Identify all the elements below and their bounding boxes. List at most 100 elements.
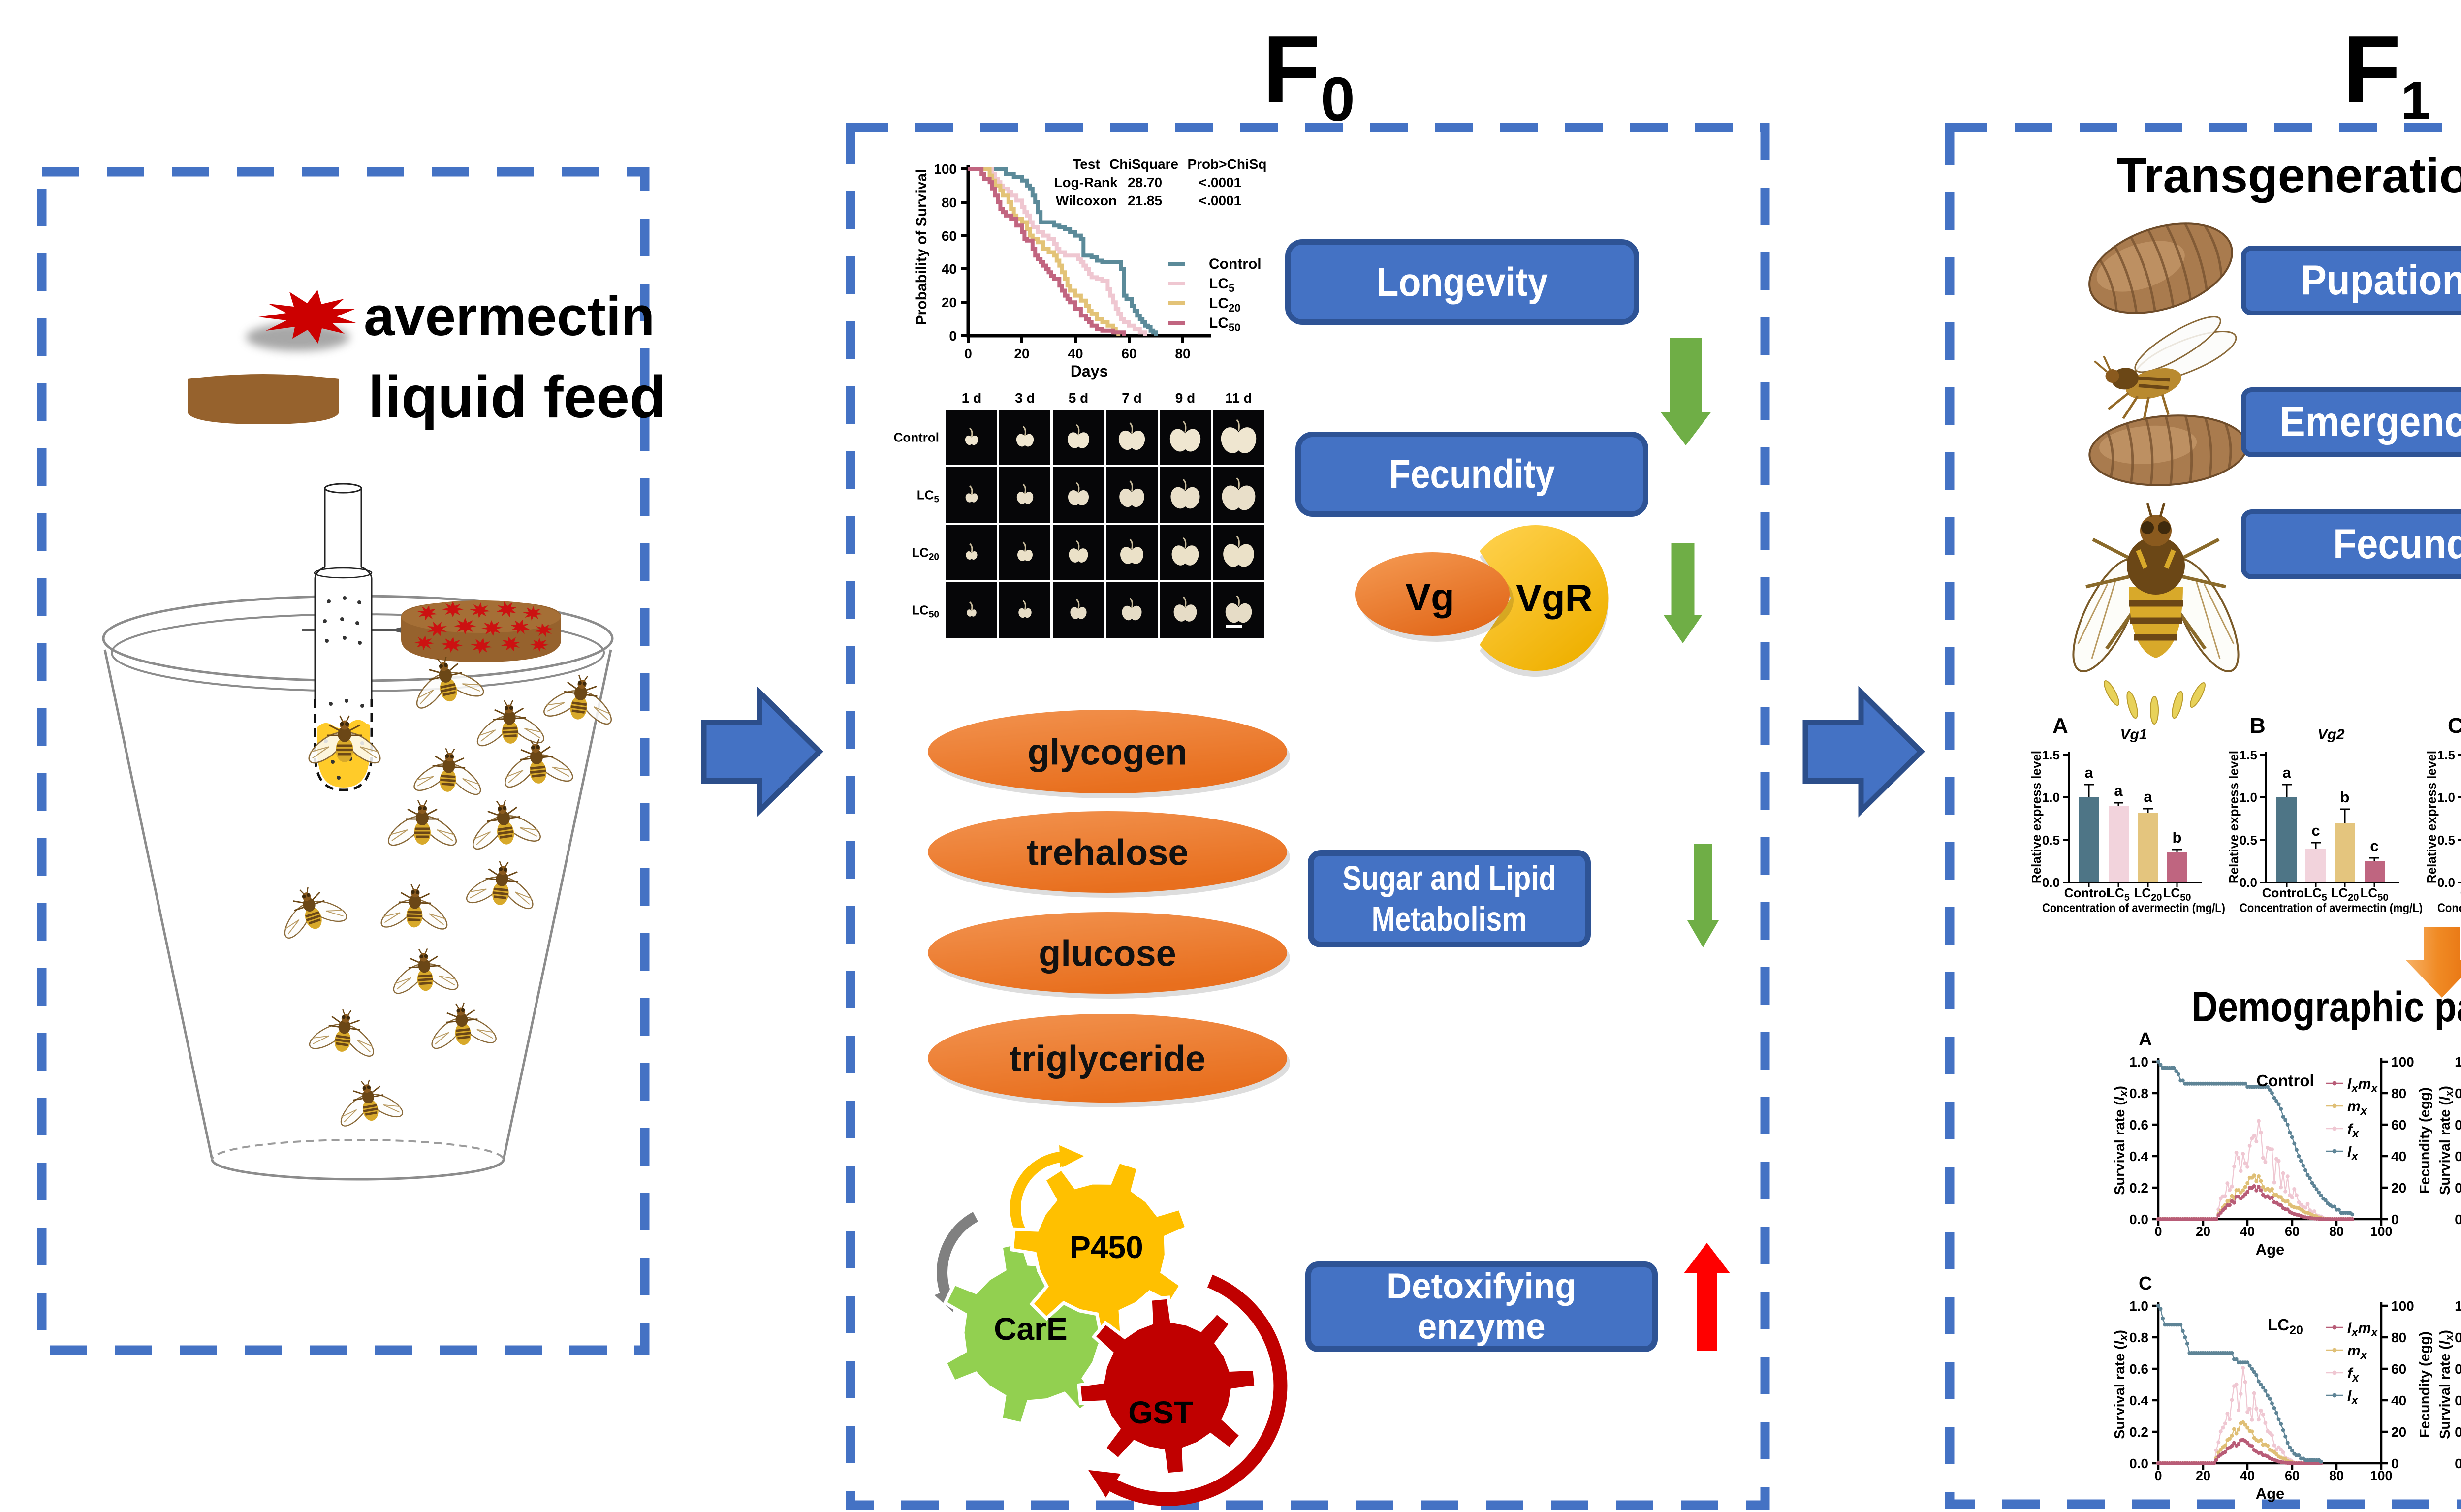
svg-text:60: 60 <box>2285 1468 2300 1483</box>
svg-text:lx: lx <box>2347 1388 2359 1407</box>
svg-text:0: 0 <box>964 346 972 361</box>
svg-text:0: 0 <box>2154 1468 2162 1483</box>
svg-text:0.4: 0.4 <box>2129 1149 2148 1164</box>
svg-text:60: 60 <box>2285 1224 2300 1239</box>
svg-text:0.6: 0.6 <box>2129 1361 2148 1377</box>
svg-text:1.0: 1.0 <box>2129 1054 2148 1070</box>
svg-text:mx: mx <box>2347 1099 2368 1118</box>
svg-text:1.0: 1.0 <box>2437 790 2455 805</box>
svg-text:glycogen: glycogen <box>1028 732 1188 773</box>
svg-text:Concentration of avermectin (m: Concentration of avermectin (mg/L) <box>2042 901 2225 915</box>
svg-text:fx: fx <box>2347 1121 2360 1140</box>
svg-text:Concentration of avermectin (m: Concentration of avermectin (mg/L) <box>2240 901 2423 915</box>
svg-text:0.4: 0.4 <box>2455 1393 2461 1408</box>
svg-text:20: 20 <box>1014 346 1029 361</box>
svg-text:lxmx: lxmx <box>2347 1076 2378 1095</box>
svg-text:80: 80 <box>2391 1330 2406 1345</box>
svg-text:11 d: 11 d <box>1225 390 1252 406</box>
svg-text:triglyceride: triglyceride <box>1010 1039 1206 1079</box>
svg-text:0.8: 0.8 <box>2455 1330 2461 1345</box>
svg-text:21.85: 21.85 <box>1128 193 1162 208</box>
svg-text:40: 40 <box>942 261 957 277</box>
svg-text:Log-Rank: Log-Rank <box>1054 175 1118 190</box>
svg-text:0.0: 0.0 <box>2455 1456 2461 1471</box>
svg-text:Vg1: Vg1 <box>2120 726 2147 743</box>
svg-text:1.0: 1.0 <box>2240 790 2257 805</box>
svg-text:1 d: 1 d <box>962 390 981 406</box>
svg-text:Prob>ChiSq: Prob>ChiSq <box>1187 157 1266 172</box>
svg-text:VgR: VgR <box>1516 576 1593 620</box>
svg-text:Age: Age <box>2256 1241 2285 1258</box>
svg-text:Days: Days <box>1071 362 1108 380</box>
svg-text:Relative express level: Relative express level <box>2226 751 2241 883</box>
svg-text:b: b <box>2340 788 2350 806</box>
svg-text:0.0: 0.0 <box>2129 1456 2148 1471</box>
svg-text:Control: Control <box>1209 256 1262 272</box>
svg-text:glucose: glucose <box>1039 933 1176 974</box>
svg-text:100: 100 <box>2391 1298 2414 1314</box>
svg-text:Concentration of avermectin (m: Concentration of avermectin (mg/L) <box>2437 901 2461 915</box>
svg-text:0: 0 <box>2154 1224 2162 1239</box>
svg-text:0.2: 0.2 <box>2455 1424 2461 1440</box>
svg-text:0.4: 0.4 <box>2455 1149 2461 1164</box>
svg-text:Control: Control <box>2460 885 2461 900</box>
svg-text:0.5: 0.5 <box>2042 833 2060 848</box>
svg-text:20: 20 <box>2196 1224 2210 1239</box>
svg-text:Vg: Vg <box>1405 575 1454 619</box>
svg-text:a: a <box>2282 764 2291 781</box>
svg-text:a: a <box>2084 764 2093 781</box>
svg-text:0.0: 0.0 <box>2042 875 2060 890</box>
svg-text:20: 20 <box>2196 1468 2210 1483</box>
svg-text:Survival rate (lx): Survival rate (lx) <box>2112 1086 2130 1195</box>
svg-text:100: 100 <box>2370 1468 2392 1483</box>
svg-text:0.8: 0.8 <box>2455 1086 2461 1101</box>
svg-text:lx: lx <box>2347 1144 2359 1163</box>
svg-text:60: 60 <box>942 228 957 244</box>
svg-text:40: 40 <box>2240 1468 2255 1483</box>
svg-text:80: 80 <box>942 195 957 210</box>
svg-text:1.5: 1.5 <box>2437 748 2455 762</box>
svg-text:40: 40 <box>1068 346 1083 361</box>
svg-text:Test: Test <box>1073 157 1100 172</box>
svg-text:CarE: CarE <box>994 1311 1067 1347</box>
svg-text:0: 0 <box>949 328 957 344</box>
svg-text:P450: P450 <box>1070 1229 1143 1265</box>
svg-text:<.0001: <.0001 <box>1199 193 1241 208</box>
svg-text:Relative express level: Relative express level <box>2029 751 2044 883</box>
svg-text:0.5: 0.5 <box>2437 833 2455 848</box>
svg-text:0: 0 <box>2391 1456 2399 1471</box>
svg-text:60: 60 <box>1121 346 1136 361</box>
svg-text:C: C <box>2448 714 2461 738</box>
svg-text:40: 40 <box>2391 1393 2406 1408</box>
svg-text:20: 20 <box>2391 1180 2406 1196</box>
svg-text:1.5: 1.5 <box>2042 748 2060 762</box>
svg-text:lxmx: lxmx <box>2347 1320 2378 1339</box>
svg-text:100: 100 <box>2391 1054 2414 1070</box>
svg-text:1.0: 1.0 <box>2455 1054 2461 1070</box>
svg-text:fx: fx <box>2347 1365 2360 1385</box>
svg-text:3 d: 3 d <box>1015 390 1035 406</box>
svg-text:80: 80 <box>2329 1468 2344 1483</box>
svg-text:b: b <box>2173 829 2182 846</box>
svg-text:ChiSquare: ChiSquare <box>1109 157 1178 172</box>
svg-text:Probability of Survival: Probability of Survival <box>914 169 930 325</box>
svg-text:7 d: 7 d <box>1122 390 1141 406</box>
svg-text:1.0: 1.0 <box>2042 790 2060 805</box>
svg-text:Vg2: Vg2 <box>2317 726 2344 743</box>
svg-text:Age: Age <box>2256 1485 2285 1502</box>
svg-text:0.6: 0.6 <box>2455 1361 2461 1377</box>
svg-text:0.2: 0.2 <box>2455 1180 2461 1196</box>
svg-text:80: 80 <box>2329 1224 2344 1239</box>
svg-text:0.2: 0.2 <box>2129 1180 2148 1196</box>
svg-text:GST: GST <box>1128 1395 1193 1430</box>
svg-text:B: B <box>2250 714 2266 738</box>
svg-text:0.4: 0.4 <box>2129 1393 2148 1408</box>
svg-text:60: 60 <box>2391 1361 2406 1377</box>
svg-text:Control: Control <box>894 430 939 445</box>
svg-text:5 d: 5 d <box>1069 390 1088 406</box>
svg-text:trehalose: trehalose <box>1026 832 1188 873</box>
svg-text:Relative express level: Relative express level <box>2424 751 2439 883</box>
svg-text:0.8: 0.8 <box>2129 1330 2148 1345</box>
svg-text:Survival rate (lx): Survival rate (lx) <box>2112 1330 2130 1439</box>
svg-text:28.70: 28.70 <box>1128 175 1162 190</box>
